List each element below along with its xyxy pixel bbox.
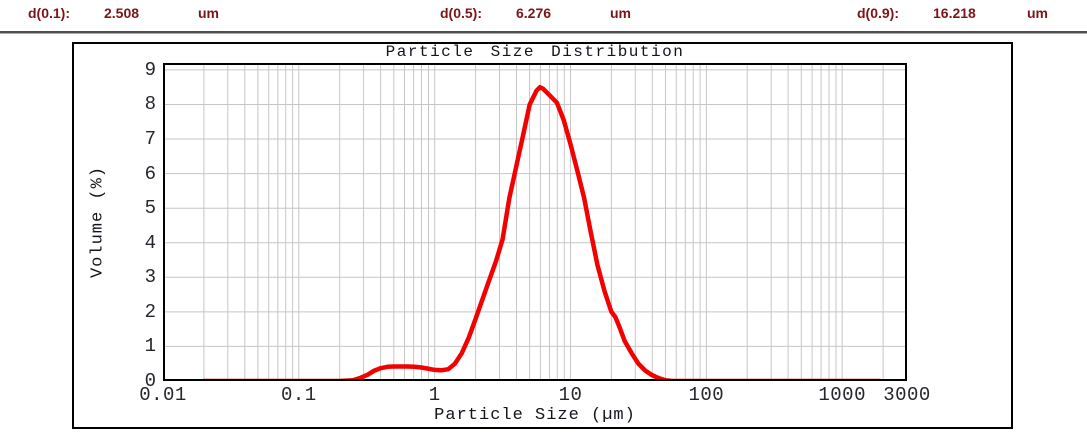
y-tick-label: 5 — [144, 197, 156, 220]
distribution-curve — [201, 84, 883, 381]
y-tick-label: 3 — [144, 266, 156, 289]
y-tick-label: 8 — [144, 93, 156, 116]
y-tick-label: 9 — [144, 58, 156, 81]
header-divider — [0, 31, 1087, 34]
d10-label: d(0.1): — [28, 5, 70, 21]
d50-value: 6.276 — [516, 5, 552, 21]
x-tick-label: 100 — [688, 384, 725, 406]
x-tick-label: 3000 — [883, 384, 931, 406]
x-tick-label: 0.1 — [280, 384, 317, 406]
y-tick-label: 0 — [144, 370, 156, 392]
d90-label: d(0.9): — [857, 5, 899, 21]
x-tick-label: 0.01 — [139, 384, 187, 406]
x-axis-title: Particle Size (µm) — [434, 406, 636, 425]
d50-label: d(0.5): — [440, 5, 482, 21]
x-tick-label: 10 — [558, 384, 583, 406]
d10-unit: um — [198, 5, 219, 21]
d90-unit: um — [1027, 5, 1048, 21]
chart-frame: Particle Size Distribution Particle Size… — [72, 42, 1013, 429]
y-tick-label: 1 — [144, 335, 156, 358]
x-tick-label: 1 — [428, 384, 441, 406]
y-tick-label: 7 — [144, 128, 156, 151]
y-tick-label: 4 — [144, 231, 156, 254]
d50-unit: um — [610, 5, 631, 21]
chart-title: Particle Size Distribution — [385, 43, 685, 61]
d90-value: 16.218 — [933, 5, 976, 21]
plot-svg — [163, 63, 907, 381]
y-tick-label: 2 — [144, 300, 156, 323]
x-tick-label: 1000 — [818, 384, 866, 406]
plot-border — [163, 63, 907, 381]
y-tick-label: 6 — [144, 162, 156, 185]
d10-value: 2.508 — [104, 5, 140, 21]
